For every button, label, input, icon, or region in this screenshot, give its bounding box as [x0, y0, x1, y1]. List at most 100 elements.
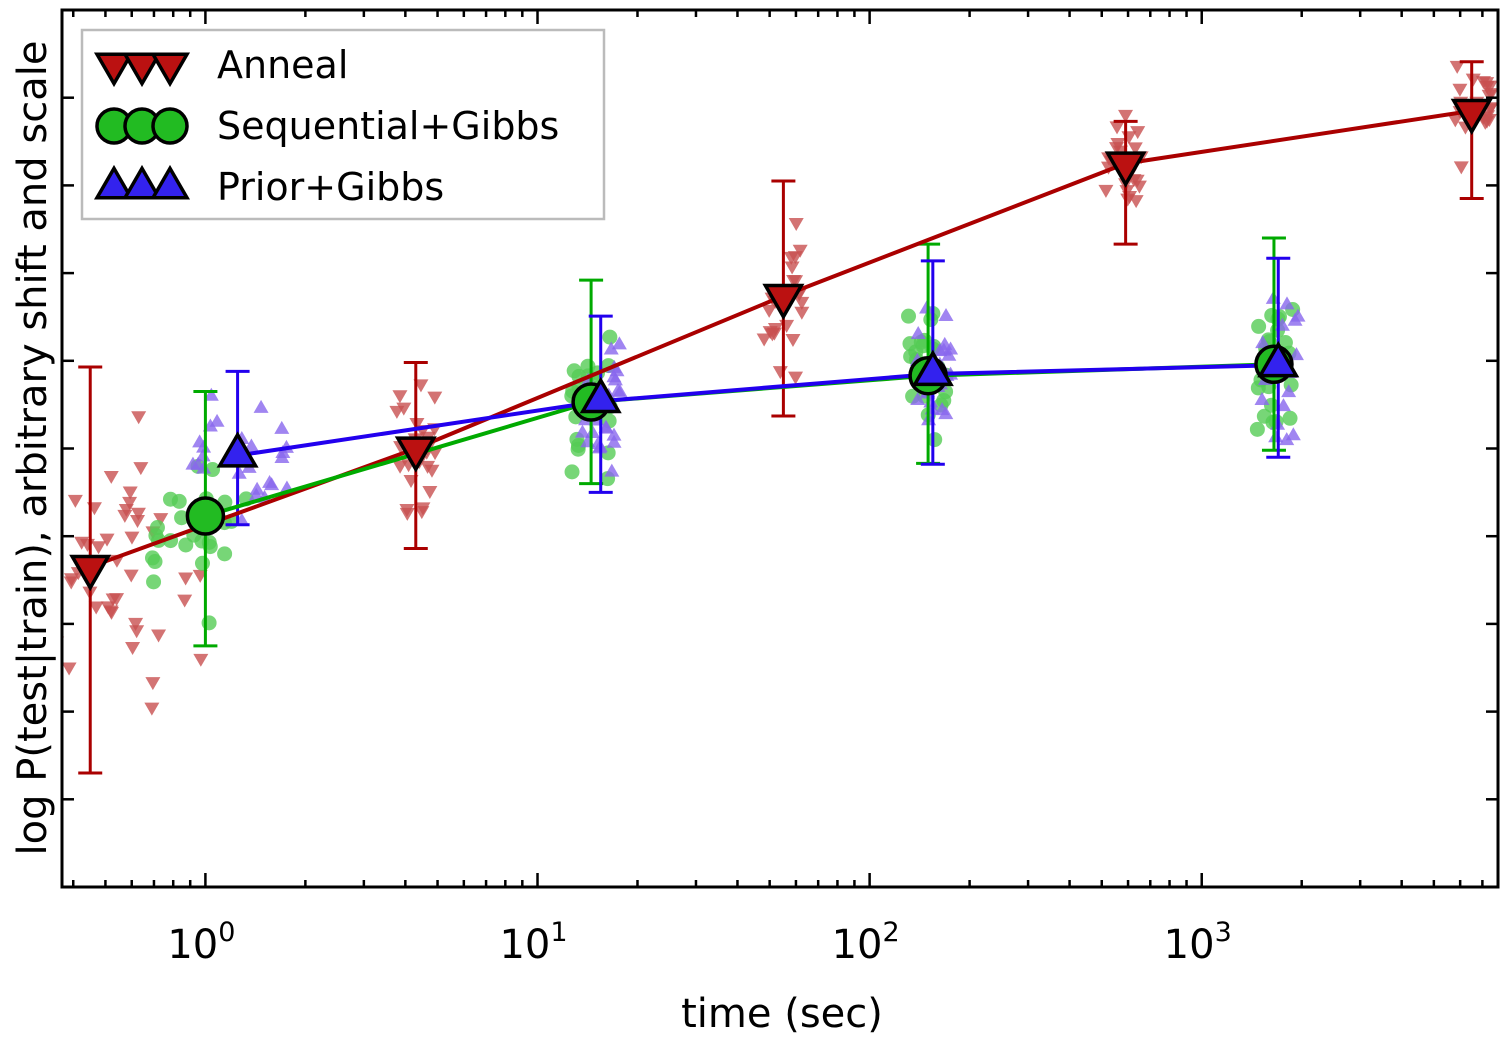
prior-gibbs-run-point [606, 427, 622, 441]
anneal-run-point [1098, 184, 1114, 198]
prior-gibbs-run-point [1287, 312, 1303, 326]
anneal-run-point [794, 306, 810, 320]
prior-gibbs-run-point [604, 463, 620, 477]
legend-label-anneal: Anneal [217, 43, 348, 87]
legend-label-sequential-gibbs: Sequential+Gibbs [217, 104, 559, 148]
legend: Anneal Sequential+Gibbs Prior+Gibbs [80, 28, 606, 221]
prior-gibbs-mean-marker [1257, 340, 1300, 378]
anneal-run-point [788, 218, 804, 232]
anneal-run-point [1479, 77, 1495, 91]
legend-marker [121, 164, 163, 200]
sequential-gibbs-run-point [201, 615, 217, 631]
prior-gibbs-run-point [1288, 347, 1304, 361]
anneal-mean-marker [69, 554, 112, 592]
anneal-run-point [756, 333, 772, 347]
anneal-run-point [787, 251, 803, 265]
anneal-run-point [392, 460, 408, 474]
anneal-run-point [131, 411, 147, 425]
prior-gibbs-run-point [910, 326, 926, 340]
sequential-gibbs-run-point [1264, 307, 1280, 323]
x-tick-layer: 100 101 102 103 [62, 10, 1498, 968]
anneal-run-point [125, 642, 141, 655]
sequential-gibbs-run-point [146, 574, 162, 590]
legend-label-prior-gibbs: Prior+Gibbs [217, 165, 444, 209]
prior-gibbs-run-point [1279, 296, 1295, 310]
sequential-gibbs-run-point [217, 546, 233, 562]
legend-symbol-anneal [93, 52, 191, 88]
anneal-run-point [144, 702, 160, 716]
sequential-gibbs-run-point [1282, 410, 1298, 426]
anneal-run-point [1453, 161, 1469, 175]
sequential-gibbs-run-point [602, 329, 618, 345]
anneal-run-point [193, 653, 209, 667]
anneal-run-point [785, 333, 801, 347]
anneal-run-point [122, 496, 138, 510]
prior-gibbs-line [237, 363, 1279, 458]
anneal-mean-marker [762, 283, 805, 321]
anneal-run-point [117, 509, 133, 523]
prior-gibbs-run-point [1285, 427, 1301, 441]
anneal-run-point [788, 371, 804, 385]
sequential-gibbs-run-point [566, 363, 582, 379]
prior-gibbs-run-point [274, 420, 290, 434]
anneal-run-point [1127, 142, 1143, 156]
anneal-run-point [396, 402, 412, 416]
anneal-run-point [74, 536, 90, 550]
anneal-mean-marker [394, 436, 437, 473]
anneal-run-point [1452, 83, 1468, 97]
prior-gibbs-run-point [612, 384, 628, 398]
anneal-run-point [128, 617, 144, 631]
prior-gibbs-run-point [910, 392, 926, 406]
sequential-gibbs-run-point [927, 432, 943, 448]
anneal-run-point [129, 625, 145, 639]
prior-gibbs-run-point [574, 424, 590, 438]
sequential-gibbs-run-point [149, 519, 165, 535]
sequential-gibbs-run-point [1249, 421, 1265, 437]
legend-marker [149, 52, 191, 88]
prior-gibbs-run-point [606, 369, 622, 383]
prior-gibbs-run-point [938, 307, 954, 321]
prior-gibbs-run-point [231, 465, 247, 479]
anneal-run-point [1118, 109, 1134, 123]
sequential-gibbs-run-point [1251, 318, 1267, 334]
prior-gibbs-run-point [1279, 432, 1295, 446]
prior-gibbs-run-point [1254, 392, 1270, 406]
sequential-gibbs-run-point [194, 555, 210, 571]
anneal-run-point [1130, 126, 1146, 140]
anneal-run-point [761, 304, 777, 318]
anneal-run-point [153, 513, 169, 527]
prior-gibbs-run-point [262, 474, 278, 488]
prior-gibbs-run-point [249, 481, 265, 495]
prior-gibbs-run-point [606, 434, 622, 448]
x-tick-label: 103 [1164, 917, 1232, 968]
anneal-run-point [103, 470, 119, 484]
anneal-run-point [133, 462, 149, 476]
legend-marker [93, 164, 135, 200]
anneal-mean-marker [1104, 151, 1147, 188]
prior-gibbs-mean-marker [216, 431, 259, 468]
prior-gibbs-run-point [203, 387, 219, 401]
anneal-run-point [177, 594, 193, 608]
anneal-run-point [1128, 195, 1144, 209]
anneal-run-point [105, 593, 121, 607]
anneal-run-point [124, 531, 140, 545]
anneal-run-point [130, 507, 146, 521]
anneal-run-point [88, 601, 104, 615]
anneal-run-point [67, 494, 83, 508]
anneal-run-point [1481, 114, 1497, 128]
prior-gibbs-run-point [209, 413, 225, 427]
anneal-run-point [415, 502, 431, 516]
anneal-run-point [178, 572, 194, 586]
anneal-run-point [784, 261, 800, 275]
prior-gibbs-run-point [274, 450, 290, 464]
x-axis-label: time (sec) [681, 991, 883, 1037]
sequential-gibbs-run-point [147, 554, 163, 570]
anneal-run-point [392, 390, 408, 404]
anneal-run-point [122, 486, 138, 500]
prior-gibbs-run-point [275, 444, 291, 458]
anneal-run-point [399, 504, 415, 517]
x-tick-label: 100 [167, 917, 235, 968]
legend-marker [149, 164, 191, 200]
anneal-run-point [794, 296, 810, 310]
